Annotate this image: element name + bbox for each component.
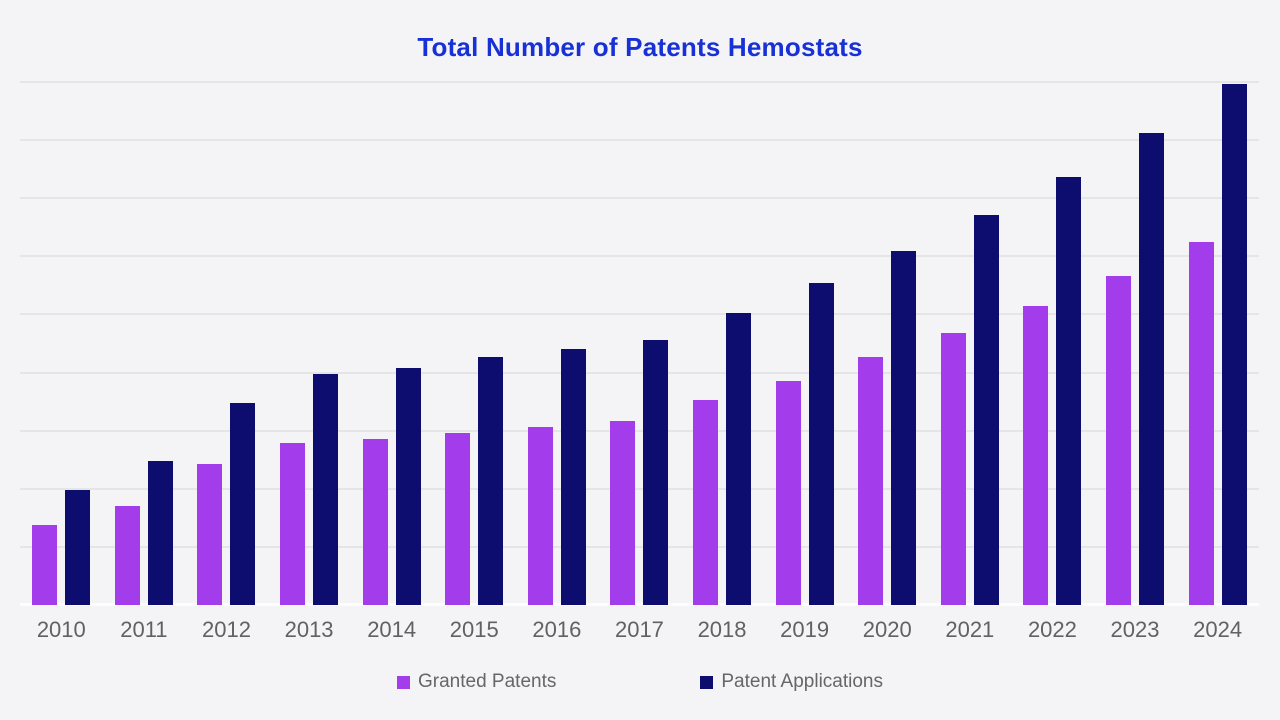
bar-granted-patents-2016 xyxy=(527,427,553,605)
granted-patents-swatch-icon xyxy=(397,675,410,689)
gridline xyxy=(20,371,1259,374)
bar-patent-applications-2024 xyxy=(1221,84,1247,605)
legend-label-patent-applications: Patent Applications xyxy=(721,671,883,692)
bar-granted-patents-2015 xyxy=(445,433,471,605)
x-tick-label-2024: 2024 xyxy=(1193,617,1243,642)
x-tick-label-2012: 2012 xyxy=(202,617,251,642)
x-tick-label-2013: 2013 xyxy=(284,617,334,642)
bar-patent-applications-2017 xyxy=(643,340,669,605)
legend-item-granted-patents: Granted Patents xyxy=(397,671,556,693)
bar-granted-patents-2020 xyxy=(858,357,884,605)
x-tick-label-2021: 2021 xyxy=(945,617,995,642)
gridline xyxy=(20,545,1259,548)
bar-group-2023 xyxy=(1094,82,1177,605)
bar-granted-patents-2024 xyxy=(1188,242,1214,605)
bar-group-2012 xyxy=(185,82,268,605)
bar-group-2014 xyxy=(350,82,433,605)
gridline xyxy=(20,81,1259,83)
x-axis-baseline xyxy=(20,603,1259,606)
bar-group-2018 xyxy=(681,82,764,605)
bar-patent-applications-2010 xyxy=(65,489,91,605)
bar-granted-patents-2018 xyxy=(693,400,719,605)
gridline xyxy=(20,197,1259,200)
patent-applications-swatch-icon xyxy=(700,675,714,689)
bar-patent-applications-2011 xyxy=(147,460,173,605)
x-tick-label-2014: 2014 xyxy=(367,617,417,642)
bar-granted-patents-2022 xyxy=(1023,306,1049,605)
gridline xyxy=(20,429,1259,432)
chart-title: Total Number of Patents Hemostats xyxy=(417,32,863,62)
legend-label-granted-patents: Granted Patents xyxy=(418,671,557,692)
bar-granted-patents-2019 xyxy=(775,380,801,605)
bar-granted-patents-2010 xyxy=(32,524,58,605)
x-tick-label-2019: 2019 xyxy=(780,617,830,642)
gridline xyxy=(20,255,1259,258)
bar-group-2013 xyxy=(268,82,351,605)
bar-group-2011 xyxy=(103,82,186,605)
bar-granted-patents-2017 xyxy=(610,421,636,605)
gridline xyxy=(20,139,1259,142)
gridline xyxy=(20,313,1259,316)
x-tick-label-2018: 2018 xyxy=(697,617,747,642)
bar-granted-patents-2013 xyxy=(280,443,306,605)
bar-group-2017 xyxy=(598,82,681,605)
bar-group-2010 xyxy=(20,82,103,605)
legend: Granted Patents Patent Applications xyxy=(0,671,1280,693)
bar-patent-applications-2019 xyxy=(808,283,834,605)
gridline xyxy=(20,487,1259,490)
bar-patent-applications-2020 xyxy=(891,250,917,605)
legend-item-patent-applications: Patent Applications xyxy=(700,671,883,693)
x-tick-label-2011: 2011 xyxy=(120,617,168,642)
x-tick-label-2022: 2022 xyxy=(1027,617,1077,642)
bar-group-2022 xyxy=(1011,82,1094,605)
x-axis-labels: 2010 2011 2012 2013 2014 2015 2016 2017 2018 2019… xyxy=(20,617,1259,643)
bar-granted-patents-2011 xyxy=(114,506,140,605)
bar-group-2024 xyxy=(1176,82,1259,605)
x-tick-label-2015: 2015 xyxy=(449,617,499,642)
x-tick-label-2023: 2023 xyxy=(1110,617,1160,642)
bar-patent-applications-2016 xyxy=(560,349,586,605)
bar-patent-applications-2023 xyxy=(1139,133,1165,605)
x-tick-label-2020: 2020 xyxy=(862,617,912,642)
bar-group-2020 xyxy=(846,82,929,605)
bar-patent-applications-2018 xyxy=(726,313,752,605)
x-tick-label-2017: 2017 xyxy=(614,617,664,642)
bar-patent-applications-2015 xyxy=(478,357,504,605)
bar-group-2019 xyxy=(763,82,846,605)
bar-group-2016 xyxy=(516,82,599,605)
x-tick-label-2010: 2010 xyxy=(36,617,86,642)
bar-patent-applications-2012 xyxy=(230,402,256,605)
bar-group-2021 xyxy=(929,82,1012,605)
bar-patent-applications-2021 xyxy=(973,214,999,605)
bar-patent-applications-2013 xyxy=(313,373,339,605)
bar-granted-patents-2014 xyxy=(362,438,388,605)
bar-granted-patents-2023 xyxy=(1106,276,1132,605)
bar-group-2015 xyxy=(433,82,516,605)
bar-granted-patents-2021 xyxy=(940,333,966,605)
bar-patent-applications-2014 xyxy=(395,367,421,605)
plot-area xyxy=(20,81,1259,606)
bar-granted-patents-2012 xyxy=(197,464,223,605)
bar-patent-applications-2022 xyxy=(1056,177,1082,605)
bar-series-container xyxy=(20,82,1259,605)
x-tick-label-2016: 2016 xyxy=(532,617,582,642)
